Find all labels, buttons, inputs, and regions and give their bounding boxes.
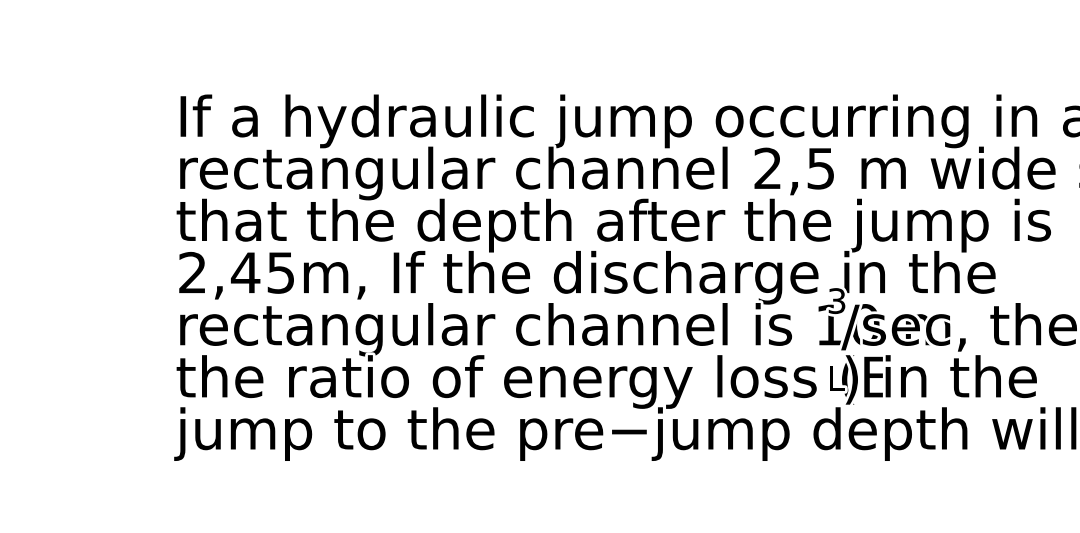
Text: ) in the: ) in the bbox=[841, 356, 1040, 409]
Text: rectangular channel 2,5 m wide such: rectangular channel 2,5 m wide such bbox=[175, 147, 1080, 201]
Text: rectangular channel is 10 m: rectangular channel is 10 m bbox=[175, 303, 954, 357]
Text: that the depth after the jump is: that the depth after the jump is bbox=[175, 199, 1053, 253]
Text: jump to the pre−jump depth will be?: jump to the pre−jump depth will be? bbox=[175, 407, 1080, 462]
Text: 3: 3 bbox=[826, 288, 848, 321]
Text: 2,45m, If the discharge in the: 2,45m, If the discharge in the bbox=[175, 251, 998, 305]
Text: /sec, then: /sec, then bbox=[841, 303, 1080, 357]
Text: the ratio of energy loss (E: the ratio of energy loss (E bbox=[175, 356, 893, 409]
Text: If a hydraulic jump occurring in a: If a hydraulic jump occurring in a bbox=[175, 95, 1080, 149]
Text: L: L bbox=[826, 365, 846, 398]
